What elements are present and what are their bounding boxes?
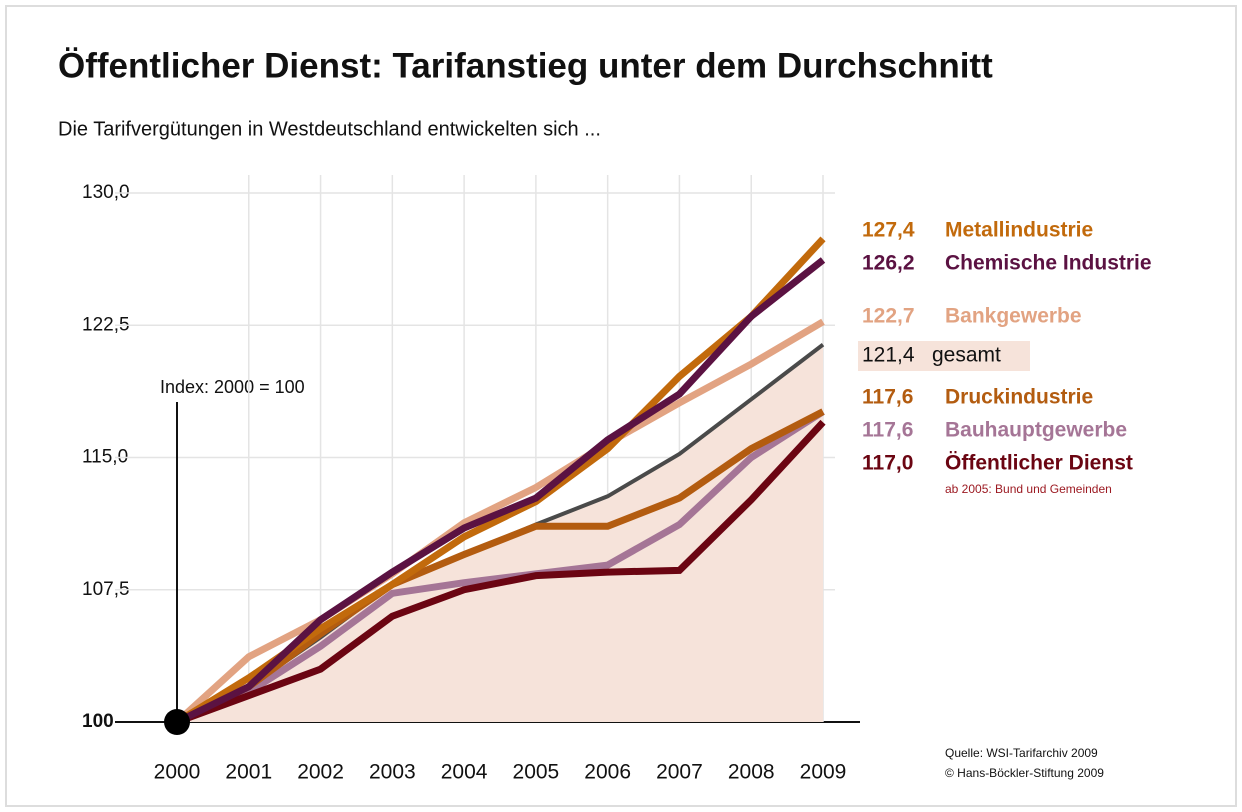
legend-entry: Bankgewerbe bbox=[945, 305, 1082, 328]
chart-subtitle: Die Tarifvergütungen in Westdeutschland … bbox=[58, 118, 601, 140]
value-label: 127,4 bbox=[862, 219, 915, 242]
legend-entry: Öffentlicher Dienst bbox=[945, 452, 1133, 475]
y-tick-label: 107,5 bbox=[82, 579, 130, 600]
series-line bbox=[175, 419, 826, 726]
origin-dot bbox=[164, 709, 190, 735]
series-line bbox=[174, 318, 825, 725]
value-label: 117,6 bbox=[862, 386, 913, 409]
y-tick-label: 100 bbox=[82, 711, 114, 732]
chart-title: Öffentlicher Dienst: Tarifanstieg unter … bbox=[58, 46, 993, 85]
value-label: 117,6 bbox=[862, 419, 913, 442]
x-tick-label: 2009 bbox=[800, 761, 847, 784]
series-line bbox=[175, 408, 825, 726]
index-note: Index: 2000 = 100 bbox=[160, 377, 305, 397]
series-line bbox=[175, 257, 826, 726]
plot: 100 107,5 115,0 122,5 130,0 2000 2001 2002 2003 2… bbox=[82, 175, 1152, 784]
source: Quelle: WSI-Tarifarchiv 2009 bbox=[945, 746, 1098, 760]
label-box bbox=[858, 341, 1030, 371]
legend-entry: Chemische Industrie bbox=[945, 252, 1152, 275]
legend-entry: Druckindustrie bbox=[945, 386, 1093, 409]
value-label: 121,4 bbox=[862, 344, 915, 367]
x-tick-label: 2008 bbox=[728, 761, 775, 784]
legend-entry: gesamt bbox=[932, 344, 1001, 367]
x-tick-label: 2001 bbox=[225, 761, 272, 784]
x-tick-label: 2002 bbox=[297, 761, 344, 784]
x-tick-label: 2004 bbox=[441, 761, 488, 784]
y-tick-label: 122,5 bbox=[82, 314, 130, 335]
y-tick-label: 130,0 bbox=[82, 182, 130, 203]
legend-entry: Bauhauptgewerbe bbox=[945, 419, 1127, 442]
x-tick-label: 2005 bbox=[513, 761, 560, 784]
source: © Hans-Böckler-Stiftung 2009 bbox=[945, 766, 1104, 780]
x-tick-label: 2003 bbox=[369, 761, 416, 784]
value-label: 117,0 bbox=[862, 452, 913, 475]
series-line bbox=[175, 408, 825, 726]
x-tick-label: 2007 bbox=[656, 761, 703, 784]
value-label: 126,2 bbox=[862, 252, 915, 275]
y-tick-label: 115,0 bbox=[82, 447, 128, 468]
value-label: 122,7 bbox=[862, 305, 915, 328]
x-tick-label: 2006 bbox=[584, 761, 631, 784]
area bbox=[177, 344, 823, 722]
legend-note: ab 2005: Bund und Gemeinden bbox=[945, 482, 1112, 496]
legend-entry: Metallindustrie bbox=[945, 219, 1093, 242]
x-tick-label: 2000 bbox=[154, 761, 201, 784]
